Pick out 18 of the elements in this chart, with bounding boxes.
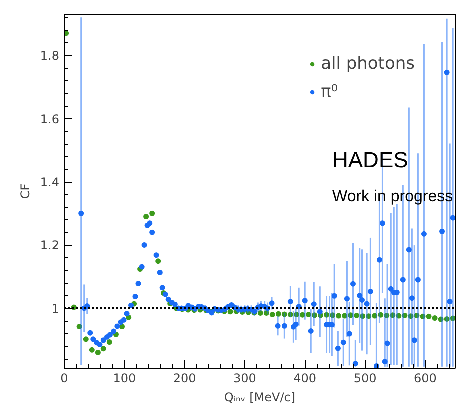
x-tick-label: 100 xyxy=(113,372,136,386)
x-tick-label: 0 xyxy=(60,372,68,386)
y-axis-title: CF xyxy=(18,184,32,200)
x-tick-label: 200 xyxy=(173,372,196,386)
x-tick-label: 400 xyxy=(294,372,317,386)
annotation: Work in progress xyxy=(332,188,454,206)
x-tick-label: 500 xyxy=(354,372,377,386)
legend-label: π⁰ xyxy=(321,82,340,102)
legend-label: all photons xyxy=(321,54,415,74)
y-tick-label: 1 xyxy=(52,302,60,316)
x-tick-label: 600 xyxy=(414,372,437,386)
y-tick-label: 1.6 xyxy=(40,112,60,126)
x-tick-label: 300 xyxy=(234,372,256,386)
y-tick-label: 1.2 xyxy=(40,238,60,253)
y-tick-label: 1.4 xyxy=(40,176,60,190)
x-axis-title: Qᵢₙᵥ [MeV/c] xyxy=(224,390,296,404)
y-tick-label: 1.8 xyxy=(40,49,60,64)
annotation: HADES xyxy=(332,148,408,172)
